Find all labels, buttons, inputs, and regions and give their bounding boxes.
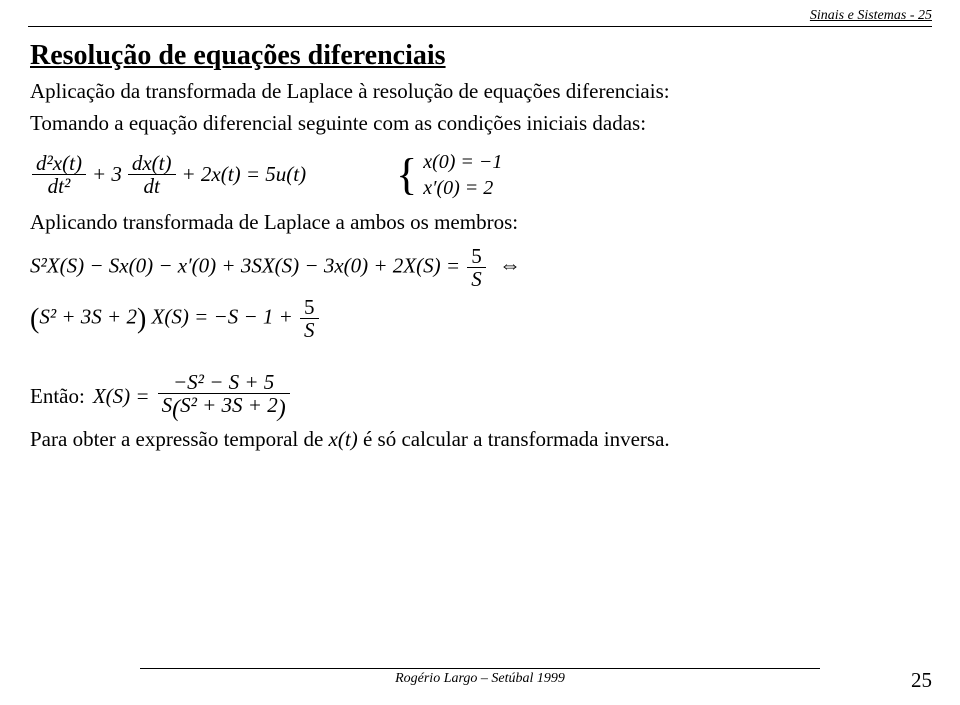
page: Sinais e Sistemas - 25 Resolução de equa…	[0, 0, 960, 705]
intro-line-1: Aplicação da transformada de Laplace à r…	[30, 78, 930, 104]
then-lhs: X(S) =	[93, 384, 150, 409]
ic-line-2: x′(0) = 2	[423, 175, 502, 201]
then-num: −S² − S + 5	[169, 371, 278, 393]
factored-eq: (S² + 3S + 2) X(S) = −S − 1 + 5 S	[30, 296, 930, 341]
ode-with-ic: d²x(t) dt² + 3 dx(t) dt + 2x(t) = 5u(t) …	[30, 149, 930, 201]
eq3-frac-den: S	[300, 319, 319, 341]
ode-plus3: + 3	[92, 162, 122, 187]
left-brace-icon: {	[396, 153, 417, 197]
footer-rule	[140, 668, 820, 669]
page-title: Resolução de equações diferenciais	[30, 40, 930, 72]
ode-rest: + 2x(t) = 5u(t)	[182, 162, 307, 187]
eq2-frac-num: 5	[467, 245, 486, 267]
ode-frac1-num: d²x(t)	[32, 152, 86, 174]
header-right: Sinais e Sistemas - 25	[810, 8, 932, 24]
rparen-icon: )	[137, 303, 146, 334]
transformed-eq: S²X(S) − Sx(0) − x′(0) + 3SX(S) − 3x(0) …	[30, 245, 930, 290]
eq2-frac: 5 S	[467, 245, 486, 290]
final-text: Para obter a expressão temporal de x(t) …	[30, 426, 930, 452]
eq3-frac-num: 5	[300, 296, 319, 318]
then-den-paren: S² + 3S + 2	[180, 393, 278, 417]
eq2-frac-den: S	[467, 268, 486, 290]
rparen-icon: )	[278, 396, 286, 422]
lparen-icon: (	[172, 396, 180, 422]
apply-text: Aplicando transformada de Laplace a ambo…	[30, 209, 930, 235]
ode-frac2-den: dt	[140, 175, 164, 197]
intro-line-2: Tomando a equação diferencial seguinte c…	[30, 110, 930, 136]
then-row: Então: X(S) = −S² − S + 5 S(S² + 3S + 2)	[30, 371, 930, 422]
eq3-frac: 5 S	[300, 296, 319, 341]
then-frac: −S² − S + 5 S(S² + 3S + 2)	[158, 371, 290, 422]
footer-center: Rogério Largo – Setúbal 1999	[0, 671, 960, 687]
eq3-mid: X(S) = −S − 1 +	[152, 304, 293, 328]
lparen-icon: (	[30, 303, 39, 334]
ode-frac1-den: dt²	[44, 175, 75, 197]
ode-frac-2: dx(t) dt	[128, 152, 176, 197]
page-number: 25	[911, 668, 932, 693]
then-den-left: S	[162, 393, 173, 417]
initial-conditions: { x(0) = −1 x′(0) = 2	[396, 149, 502, 201]
ic-line-1: x(0) = −1	[423, 149, 502, 175]
ode-frac-1: d²x(t) dt²	[32, 152, 86, 197]
eq2-lhs: S²X(S) − Sx(0) − x′(0) + 3SX(S) − 3x(0) …	[30, 253, 460, 277]
then-label: Então:	[30, 384, 85, 409]
eq3-paren: S² + 3S + 2	[39, 304, 137, 328]
ode-frac2-num: dx(t)	[128, 152, 176, 174]
iff-arrow-icon: ⇔	[499, 252, 521, 277]
footer: Rogério Largo – Setúbal 1999	[0, 668, 960, 687]
header-rule	[28, 26, 932, 27]
then-den: S(S² + 3S + 2)	[158, 394, 290, 422]
